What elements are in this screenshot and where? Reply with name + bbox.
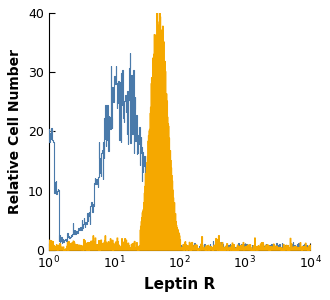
X-axis label: Leptin R: Leptin R — [144, 277, 215, 292]
Y-axis label: Relative Cell Number: Relative Cell Number — [8, 49, 22, 214]
